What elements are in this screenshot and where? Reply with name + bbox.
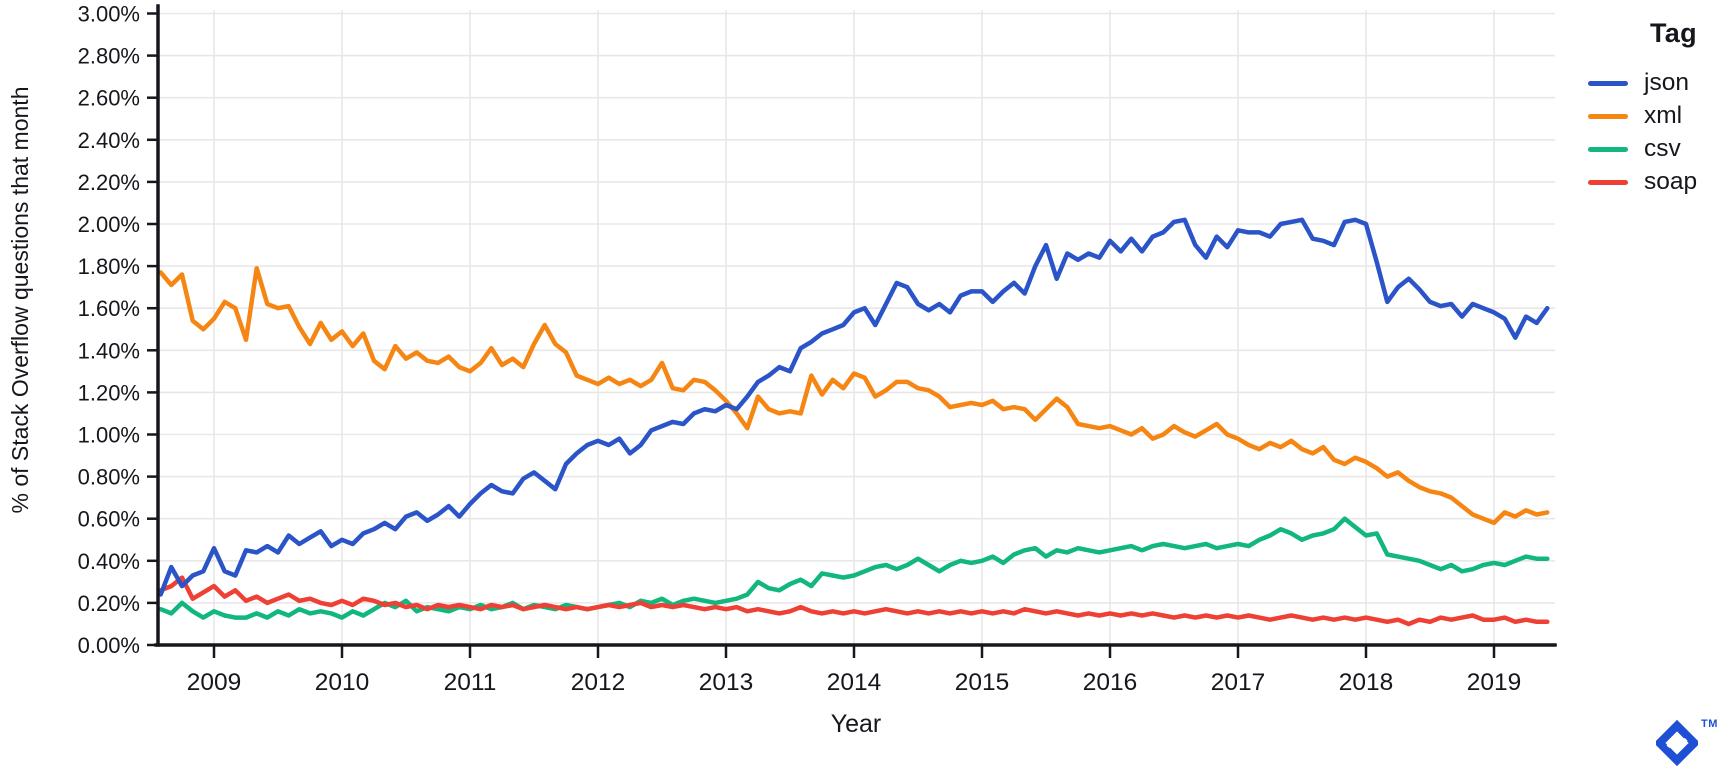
svg-text:1.00%: 1.00% — [78, 423, 140, 448]
legend-item-soap: soap — [1588, 166, 1697, 199]
legend: Tag json xml csv soap — [1588, 18, 1697, 199]
svg-text:2012: 2012 — [571, 669, 626, 696]
svg-text:2.40%: 2.40% — [78, 128, 140, 153]
svg-text:2.00%: 2.00% — [78, 212, 140, 237]
svg-text:0.20%: 0.20% — [78, 591, 140, 616]
legend-label-soap: soap — [1644, 168, 1698, 196]
svg-text:2.20%: 2.20% — [78, 170, 140, 195]
svg-text:2014: 2014 — [827, 669, 882, 696]
legend-title: Tag — [1650, 18, 1697, 48]
svg-text:2.80%: 2.80% — [78, 44, 140, 69]
svg-text:2009: 2009 — [187, 669, 242, 696]
svg-text:1.80%: 1.80% — [78, 254, 140, 279]
svg-text:2.60%: 2.60% — [78, 86, 140, 111]
legend-swatch-xml — [1588, 114, 1628, 119]
legend-item-xml: xml — [1588, 100, 1697, 133]
x-axis-title: Year — [830, 710, 882, 738]
svg-text:1.20%: 1.20% — [78, 380, 140, 405]
svg-text:1.40%: 1.40% — [78, 338, 140, 363]
svg-text:3.00%: 3.00% — [78, 2, 140, 27]
svg-text:0.00%: 0.00% — [78, 633, 140, 658]
brand-mark: TM — [1656, 716, 1720, 776]
svg-text:2016: 2016 — [1083, 669, 1138, 696]
svg-text:1.60%: 1.60% — [78, 296, 140, 321]
svg-text:2018: 2018 — [1339, 669, 1394, 696]
svg-text:2011: 2011 — [444, 669, 497, 696]
svg-text:2017: 2017 — [1211, 669, 1266, 696]
toptal-logo-icon — [1656, 720, 1698, 766]
legend-item-json: json — [1588, 67, 1697, 100]
svg-text:2019: 2019 — [1467, 669, 1522, 696]
legend-swatch-soap — [1588, 180, 1628, 185]
svg-text:2013: 2013 — [699, 669, 754, 696]
legend-swatch-json — [1588, 81, 1628, 86]
y-axis-title: % of Stack Overflow questions that month — [7, 86, 33, 514]
legend-label-xml: xml — [1644, 102, 1683, 130]
svg-text:2010: 2010 — [315, 669, 370, 696]
trademark-text: TM — [1701, 718, 1718, 730]
legend-swatch-csv — [1588, 147, 1628, 152]
legend-item-csv: csv — [1588, 133, 1697, 166]
legend-label-json: json — [1644, 69, 1689, 97]
svg-text:2015: 2015 — [955, 669, 1010, 696]
svg-text:0.40%: 0.40% — [78, 549, 140, 574]
svg-text:0.60%: 0.60% — [78, 507, 140, 532]
legend-label-csv: csv — [1644, 135, 1681, 163]
svg-text:0.80%: 0.80% — [78, 465, 140, 490]
